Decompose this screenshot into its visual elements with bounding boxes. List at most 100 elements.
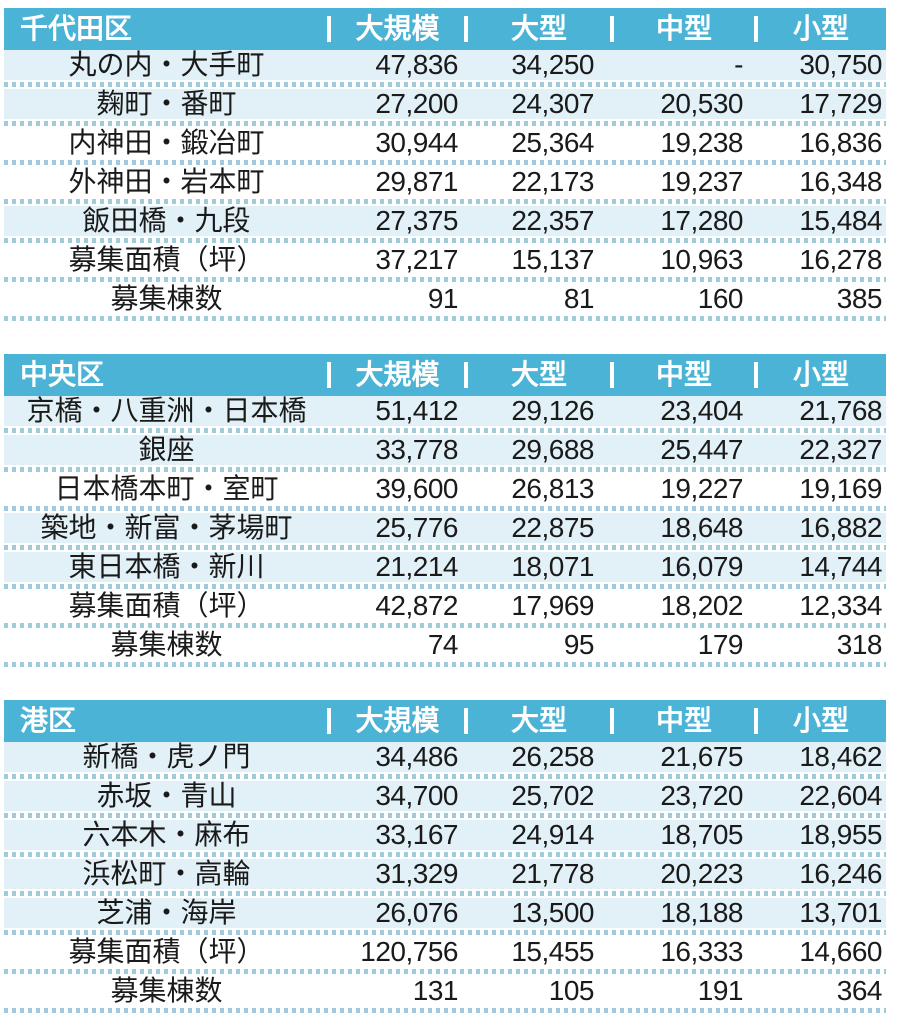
area-label: 飯田橋・九段 (82, 205, 251, 236)
col-header: 大型 (464, 700, 612, 742)
row-separator (4, 158, 886, 167)
area-label: 募集面積（坪） (68, 244, 265, 275)
value-cell: 18,071 (511, 551, 594, 582)
value-cell: 131 (412, 975, 459, 1006)
value-cell: 105 (548, 975, 595, 1006)
table-row: 外神田・岩本町 29,871 22,173 19,237 16,348 (4, 167, 886, 197)
tables-container: 千代田区 大規模 大型 中型 小型 丸の内・大手町 47,836 34,250-30,75… (0, 8, 900, 1015)
row-separator (4, 621, 886, 630)
area-label: 銀座 (138, 434, 195, 465)
area-label: 募集棟数 (110, 283, 223, 314)
col-header: 小型 (754, 700, 886, 742)
col-header: 中型 (610, 8, 756, 50)
area-label: 東日本橋・新川 (68, 551, 265, 582)
value-cell: 29,688 (511, 434, 594, 465)
area-label: 日本橋本町・室町 (54, 473, 279, 504)
table-header: 千代田区 大規模 大型 中型 小型 (4, 8, 886, 50)
value-cell: 24,307 (511, 88, 594, 119)
row-separator (4, 928, 886, 937)
value-cell: 16,333 (660, 936, 743, 967)
value-cell: 31,329 (375, 858, 458, 889)
value-cell: 21,675 (660, 741, 743, 772)
table-row: 募集棟数 131 105 191 364 (4, 976, 886, 1006)
value-cell: 18,462 (799, 741, 882, 772)
col-header: 大型 (464, 354, 612, 396)
value-cell: 34,700 (375, 780, 458, 811)
value-cell: 16,278 (799, 244, 882, 275)
table-row: 麹町・番町 27,200 24,307 20,530 17,729 (4, 89, 886, 119)
value-cell: 16,882 (799, 512, 882, 543)
row-separator (4, 465, 886, 474)
value-cell: 42,872 (375, 590, 458, 621)
value-cell: 26,813 (511, 473, 594, 504)
value-cell: 39,600 (375, 473, 458, 504)
value-cell: 18,705 (660, 819, 743, 850)
value-cell: 18,202 (660, 590, 743, 621)
table-row: 新橋・虎ノ門 34,486 26,258 21,675 18,462 (4, 742, 886, 772)
value-cell: 17,280 (660, 205, 743, 236)
row-separator (4, 1006, 886, 1015)
table-row: 飯田橋・九段 27,375 22,357 17,280 15,484 (4, 206, 886, 236)
value-cell: 160 (697, 283, 744, 314)
row-separator (4, 80, 886, 89)
area-label: 六本木・麻布 (82, 819, 251, 850)
value-cell: 17,969 (511, 590, 594, 621)
value-cell: 33,778 (375, 434, 458, 465)
table-row: 内神田・鍛冶町 30,944 25,364 19,238 16,836 (4, 128, 886, 158)
col-header: 大規模 (327, 8, 466, 50)
row-separator (4, 236, 886, 245)
value-cell: 385 (836, 283, 883, 314)
value-cell: 16,348 (799, 166, 882, 197)
value-cell: 18,955 (799, 819, 882, 850)
value-cell: 191 (697, 975, 744, 1006)
value-cell: 19,169 (799, 473, 882, 504)
area-label: 浜松町・高輪 (82, 858, 251, 889)
value-cell: 17,729 (799, 88, 882, 119)
row-separator (4, 426, 886, 435)
row-separator (4, 543, 886, 552)
area-label: 芝浦・海岸 (96, 897, 237, 928)
value-cell: 91 (427, 283, 459, 314)
table-row: 募集棟数 91 81 160 385 (4, 284, 886, 314)
value-cell: 47,836 (375, 49, 458, 80)
value-cell: 18,648 (660, 512, 743, 543)
value-cell: 95 (563, 629, 595, 660)
ward-table: 港区 大規模 大型 中型 小型 新橋・虎ノ門 34,486 26,258 21,675 18,… (4, 700, 886, 1015)
table-body: 丸の内・大手町 47,836 34,250 - 30,750 麹町・番町 27,200 24,… (4, 50, 886, 323)
table-row: 六本木・麻布 33,167 24,914 18,705 18,955 (4, 820, 886, 850)
table-row: 丸の内・大手町 47,836 34,250 - 30,750 (4, 50, 886, 80)
table-row: 浜松町・高輪 31,329 21,778 20,223 16,246 (4, 859, 886, 889)
area-label: 内神田・鍛冶町 (68, 127, 265, 158)
col-header: 小型 (754, 8, 886, 50)
value-cell: 22,875 (511, 512, 594, 543)
col-header: 小型 (754, 354, 886, 396)
value-cell: 16,246 (799, 858, 882, 889)
value-cell: 29,871 (375, 166, 458, 197)
value-cell: 12,334 (799, 590, 882, 621)
value-cell: 21,214 (375, 551, 458, 582)
value-cell: 22,357 (511, 205, 594, 236)
ward-title: 港区 (20, 705, 77, 736)
area-label: 赤坂・青山 (96, 780, 237, 811)
value-cell: 30,750 (799, 49, 882, 80)
col-header: 中型 (610, 354, 756, 396)
value-cell: 22,327 (799, 434, 882, 465)
value-cell: 179 (697, 629, 744, 660)
value-cell: 34,486 (375, 741, 458, 772)
value-cell: 27,375 (375, 205, 458, 236)
value-cell: 81 (563, 283, 595, 314)
ward-table: 千代田区 大規模 大型 中型 小型 丸の内・大手町 47,836 34,250 - 30,75… (4, 8, 886, 323)
value-cell: 23,720 (660, 780, 743, 811)
area-label: 外神田・岩本町 (68, 166, 265, 197)
value-cell: 25,447 (660, 434, 743, 465)
table-row: 芝浦・海岸 26,076 13,500 18,188 13,701 (4, 898, 886, 928)
value-cell: 29,126 (511, 395, 594, 426)
value-cell: 16,079 (660, 551, 743, 582)
table-row: 銀座 33,778 29,688 25,447 22,327 (4, 435, 886, 465)
value-cell: 37,217 (375, 244, 458, 275)
value-cell: 120,756 (360, 936, 458, 967)
value-cell: 19,227 (660, 473, 743, 504)
value-cell: 25,364 (511, 127, 594, 158)
value-cell: 15,455 (511, 936, 594, 967)
row-separator (4, 504, 886, 513)
